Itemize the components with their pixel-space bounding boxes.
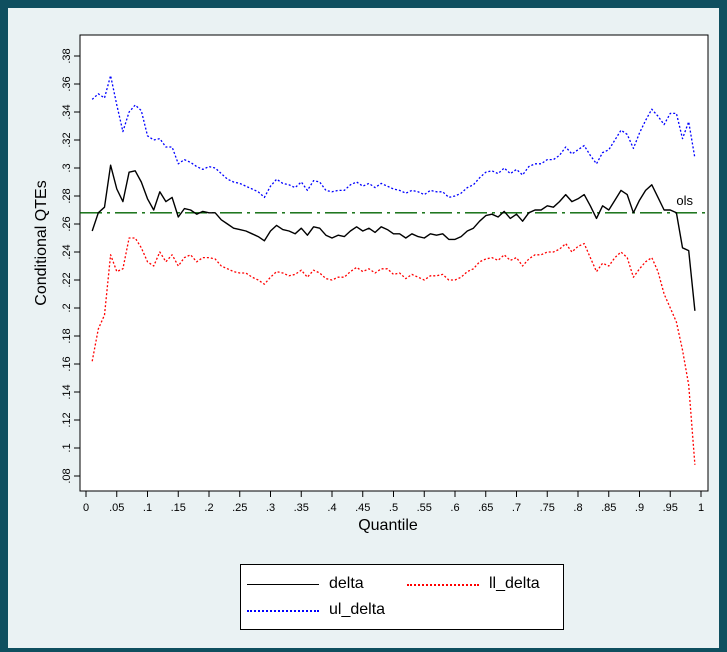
y-tick-label: .12 xyxy=(61,412,73,427)
y-tick-label: .22 xyxy=(61,272,73,287)
series-line-ul-delta xyxy=(91,74,696,199)
x-tick-label: .5 xyxy=(389,502,398,514)
ols-label: ols xyxy=(676,193,693,208)
legend-item-delta: delta xyxy=(247,575,397,593)
legend-label-delta: delta xyxy=(329,575,364,592)
y-tick-label: .38 xyxy=(61,48,73,63)
y-tick-label: .1 xyxy=(61,443,73,452)
plot-background xyxy=(79,34,709,492)
x-axis-label: Quantile xyxy=(358,517,418,534)
y-tick-label: .16 xyxy=(61,356,73,371)
y-tick-label: .26 xyxy=(61,216,73,231)
x-tick-label: .45 xyxy=(355,502,370,514)
x-tick-label: .15 xyxy=(171,502,186,514)
legend-label-ul-delta: ul_delta xyxy=(329,601,386,618)
legend-swatch-ll-delta xyxy=(407,584,479,586)
x-tick-label: .75 xyxy=(540,502,555,514)
x-tick-label: .25 xyxy=(232,502,247,514)
x-tick-label: .1 xyxy=(143,502,152,514)
y-tick-label: .24 xyxy=(61,244,73,259)
y-tick-label: .2 xyxy=(61,303,73,312)
legend: delta ll_delta ul_delta xyxy=(240,564,564,630)
y-tick-label: .08 xyxy=(61,468,73,483)
y-tick-label: .36 xyxy=(61,76,73,91)
x-tick-label: .4 xyxy=(327,502,336,514)
y-tick-label: .14 xyxy=(61,384,73,399)
plot-area: .08 .1 .12 .14 .16 .18 .2 .22 .24 .26 .28 .3 .32 .34.… xyxy=(33,34,709,534)
x-tick-label: .7 xyxy=(512,502,521,514)
x-tick-label: .05 xyxy=(109,502,124,514)
x-tick-label: .9 xyxy=(635,502,644,514)
x-tick-label: 0 xyxy=(83,502,89,514)
y-tick-label: .18 xyxy=(61,328,73,343)
chart-canvas: .08 .1 .12 .14 .16 .18 .2 .22 .24 .26 .28 .3 .32 .34.… xyxy=(33,34,709,534)
y-tick-label: .34 xyxy=(61,104,73,119)
legend-label-ll-delta: ll_delta xyxy=(489,575,540,592)
x-tick-label: .6 xyxy=(450,502,459,514)
y-tick-label: .32 xyxy=(61,132,73,147)
x-tick-label: 1 xyxy=(698,502,704,514)
chart-frame: .08 .1 .12 .14 .16 .18 .2 .22 .24 .26 .28 .3 .32 .34.… xyxy=(8,8,719,648)
x-tick-label: .2 xyxy=(204,502,213,514)
x-tick-label: .55 xyxy=(417,502,432,514)
legend-swatch-delta xyxy=(247,584,319,585)
y-tick-label: .28 xyxy=(61,188,73,203)
x-tick-label: .35 xyxy=(294,502,309,514)
x-tick-label: .3 xyxy=(266,502,275,514)
legend-swatch-ul-delta xyxy=(247,610,319,612)
legend-item-ll-delta: ll_delta xyxy=(407,575,557,593)
legend-item-ul-delta: ul_delta xyxy=(247,601,397,619)
x-tick-label: .95 xyxy=(663,502,678,514)
x-tick-label: .8 xyxy=(573,502,582,514)
x-tick-label: .65 xyxy=(478,502,493,514)
y-tick-label: .3 xyxy=(61,163,73,172)
x-tick-label: .85 xyxy=(601,502,616,514)
y-axis-label: Conditional QTEs xyxy=(33,180,50,305)
series-line-delta xyxy=(91,164,696,311)
